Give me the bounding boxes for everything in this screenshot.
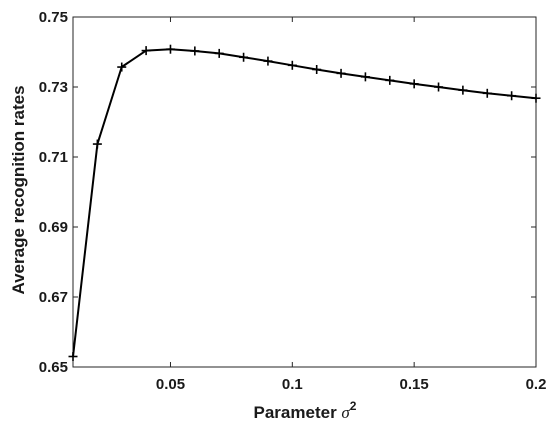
y-tick-label: 0.65 bbox=[39, 359, 68, 376]
y-tick-label: 0.69 bbox=[39, 219, 68, 236]
x-tick-label: 0.15 bbox=[400, 376, 429, 393]
data-point-marker bbox=[409, 79, 419, 89]
data-point-marker bbox=[531, 93, 541, 103]
data-point-marker bbox=[336, 68, 346, 78]
data-point-marker bbox=[312, 65, 322, 74]
y-tick-label: 0.71 bbox=[39, 149, 68, 166]
data-point-marker bbox=[165, 44, 175, 54]
x-axis-title-symbol: σ bbox=[341, 403, 350, 422]
data-point-marker bbox=[434, 82, 444, 92]
data-point-marker bbox=[458, 85, 468, 95]
data-point-marker bbox=[482, 88, 492, 98]
data-point-marker bbox=[214, 48, 224, 58]
plot-area bbox=[72, 16, 537, 368]
data-point-marker bbox=[239, 52, 249, 62]
x-axis-title: Parameter σ2 bbox=[254, 399, 357, 422]
data-point-marker bbox=[190, 46, 200, 56]
data-point-marker bbox=[360, 72, 370, 82]
series-layer bbox=[68, 44, 541, 361]
data-point-marker bbox=[385, 75, 395, 85]
y-tick-label: 0.73 bbox=[39, 79, 68, 96]
data-point-marker bbox=[117, 62, 127, 72]
data-point-marker bbox=[507, 91, 517, 101]
y-tick-label: 0.67 bbox=[39, 289, 68, 306]
data-point-marker bbox=[92, 139, 102, 149]
data-point-marker bbox=[287, 60, 297, 70]
y-tick-label: 0.75 bbox=[39, 9, 68, 26]
data-point-marker bbox=[263, 56, 273, 66]
y-axis: 0.65 0.67 0.69 0.71 0.73 0.75 bbox=[39, 9, 536, 376]
x-tick-label: 0.2 bbox=[526, 376, 547, 393]
data-point-marker bbox=[68, 352, 78, 361]
x-axis: 0.05 0.1 0.15 0.2 bbox=[156, 17, 547, 393]
data-point-marker bbox=[141, 46, 151, 56]
y-axis-title: Average recognition rates bbox=[9, 85, 28, 294]
x-tick-label: 0.05 bbox=[156, 376, 185, 393]
x-tick-label: 0.1 bbox=[282, 376, 303, 393]
x-axis-title-superscript: 2 bbox=[350, 399, 357, 413]
plot-frame bbox=[72, 16, 537, 368]
